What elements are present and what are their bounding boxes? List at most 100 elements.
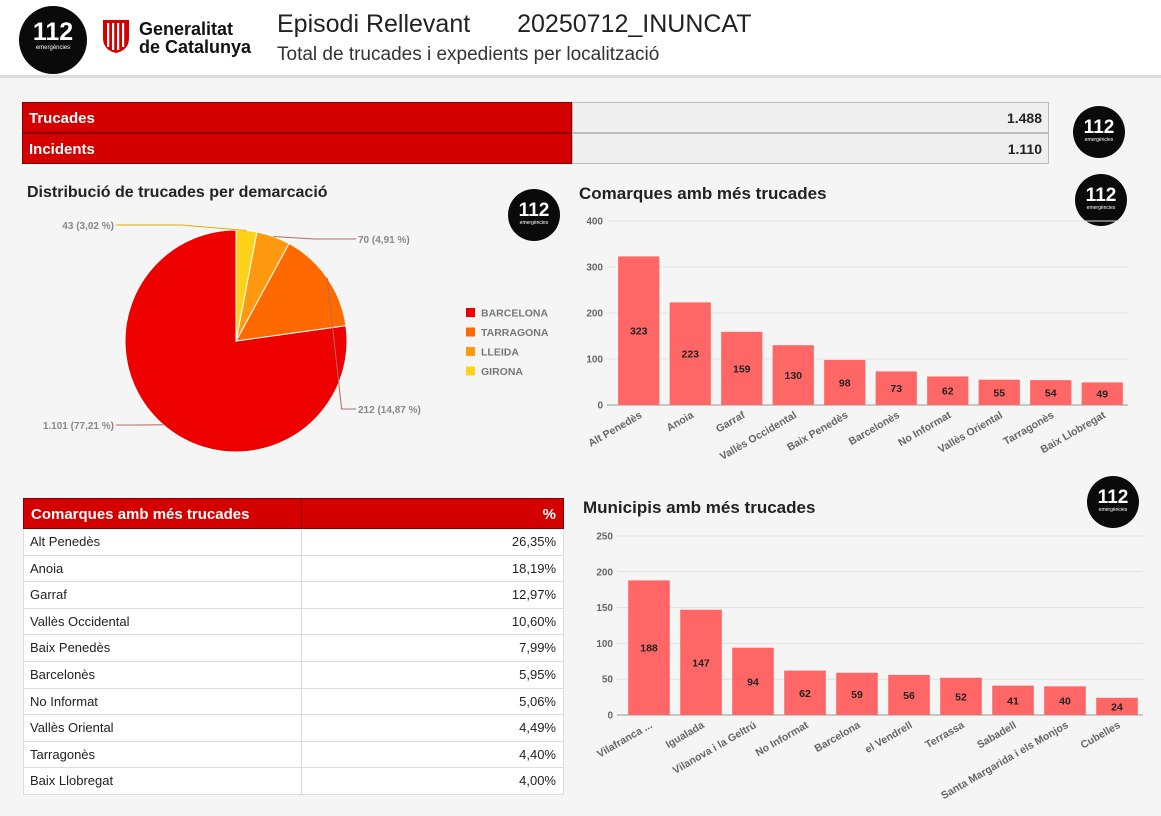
bar-value-label: 54 [1045,388,1057,400]
table-cell-percent: 4,00% [519,773,556,789]
table-cell-percent: 5,95% [519,666,556,682]
pie-chart: 1.101 (77,21 %) 212 (14,87 %) 70 (4,91 %) 4… [43,221,549,453]
kpi-value: 1.110 [572,133,1049,164]
pie-leader-line [326,277,356,410]
table-row: Barcelonès 5,95% [23,661,564,689]
logo-subtext: emergències [1098,507,1128,513]
legend-label: BARCELONA [481,308,548,320]
bar-value-label: 147 [692,657,710,669]
bar [927,376,969,405]
x-tick-label: Vilafranca ... [595,719,654,760]
bar [824,359,866,405]
table-cell-percent: 12,97% [511,587,556,603]
logo-number: 112 [1097,487,1129,508]
bar [721,331,763,405]
bar-value-label: 98 [839,377,851,389]
bar-value-label: 94 [747,676,759,688]
table-cell-comarca: No Informat [24,688,302,715]
logo-number: 112 [518,200,550,221]
y-tick-label: 150 [596,603,613,614]
page-header: 112 emergències Generalitat de Catalunya… [0,0,1161,78]
pie-leader-line [116,224,247,231]
bar [992,685,1034,715]
table-row: Alt Penedès 26,35% [23,529,564,556]
pie-data-label: 1.101 (77,21 %) [43,421,114,432]
table-cell-percent: 5,06% [519,693,556,709]
bar [875,371,917,405]
pie-slice-tarragona [235,242,347,342]
bar [1096,697,1138,715]
logo-112-kpi: 112 emergències [1073,106,1125,158]
bar [628,580,670,715]
y-tick-label: 400 [586,217,603,228]
logo-number: 112 [1085,185,1117,206]
legend-label: TARRAGONA [481,327,549,339]
table-cell-comarca: Anoia [24,555,302,582]
logo-number: 112 [32,18,74,46]
logo-subtext: emergències [519,220,549,226]
bar-value-label: 62 [942,386,954,398]
bar [940,677,982,715]
bar-value-label: 323 [630,326,648,338]
legend-swatch [466,366,475,376]
pie-data-label: 70 (4,91 %) [358,235,410,246]
bar-value-label: 130 [784,370,802,382]
table-cell-comarca: Garraf [24,582,302,608]
x-tick-label: No Informat [753,719,810,759]
bar [836,672,878,715]
table-cell-comarca: Vallès Oriental [24,715,302,741]
table-cell-comarca: Tarragonès [24,741,302,768]
bar [680,609,722,715]
y-tick-label: 50 [602,675,614,686]
y-tick-label: 100 [586,355,603,366]
y-tick-label: 200 [596,567,613,578]
bar-value-label: 55 [993,387,1005,399]
table-cell-comarca: Vallès Occidental [24,608,302,635]
pie-data-label: 43 (3,02 %) [62,221,114,232]
logo-112-pie: 112 emergències [508,189,560,241]
table-row: No Informat 5,06% [23,688,564,716]
kpi-trucades: Trucades 1.488 [22,102,1049,133]
logo-112-municipis: 112 emergències [1087,476,1139,528]
gencat-emblem-icon [103,20,129,53]
x-tick-label: Alt Penedès [586,409,644,450]
table-header: Comarques amb més trucades % [23,498,564,529]
bar-value-label: 56 [903,690,915,702]
legend-label: GIRONA [481,366,523,378]
bar [772,345,814,405]
kpi-label: Incidents [22,133,572,164]
municipis-bar-chart: 0 50 100 150 200 250 188 Vilafranca ... 147 Igual… [595,532,1143,802]
bar-value-label: 73 [890,383,902,395]
legend-swatch [466,327,475,337]
logo-subtext: emergències [1084,137,1114,143]
table-header-percent: % [542,506,556,523]
bar [888,674,930,715]
bar [732,647,774,715]
bar-value-label: 24 [1111,701,1123,713]
x-tick-label: el Vendrell [863,719,915,756]
bar-value-label: 41 [1007,695,1019,707]
bar-value-label: 59 [851,689,863,701]
table-header-comarca: Comarques amb més trucades [24,499,302,528]
bar [618,256,660,405]
x-tick-label: Igualada [664,719,707,751]
bar-value-label: 49 [1096,389,1108,401]
page-subtitle: Total de trucades i expedients per local… [277,44,660,65]
table-cell-comarca: Barcelonès [24,661,302,688]
x-tick-label: Anoia [664,409,695,434]
bar [669,302,711,405]
pie-leader-line [273,235,356,240]
kpi-label: Trucades [22,102,572,133]
y-tick-label: 100 [596,639,613,650]
table-cell-percent: 18,19% [511,560,556,576]
logo-112-comarques: 112 emergències [1075,174,1127,226]
legend-swatch [466,347,475,356]
episode-title: Episodi Rellevant [277,10,471,38]
logo-number: 112 [1083,117,1115,138]
bar-value-label: 40 [1059,696,1071,708]
y-tick-label: 250 [596,532,613,543]
gencat-name: Generalitat de Catalunya [139,20,251,56]
table-row: Baix Llobregat 4,00% [23,768,564,795]
logo-subtext: emergències [35,45,71,51]
pie-data-label: 212 (14,87 %) [358,405,421,416]
